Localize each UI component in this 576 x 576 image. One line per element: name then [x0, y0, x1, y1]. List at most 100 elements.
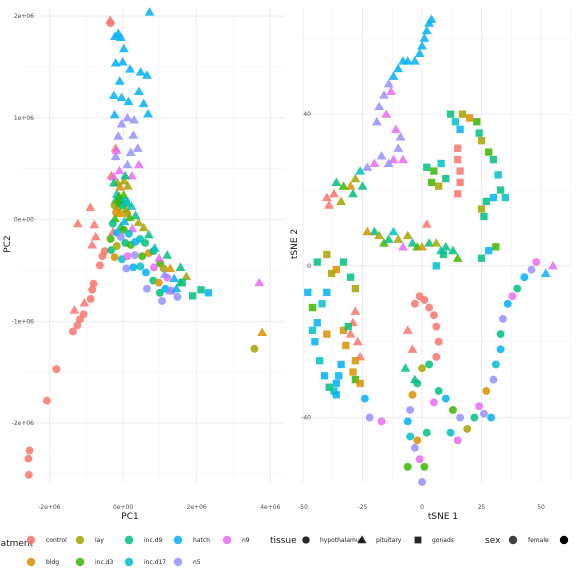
- tsne-point-bldg-hypothalamus: [408, 390, 417, 399]
- pca-point-lay-pituitary: [122, 181, 133, 190]
- tsne-point-bldg-gonads: [332, 265, 340, 274]
- tsne-point-inc.d9-hypothalamus: [513, 284, 522, 293]
- tsne-y-tick-label: 40: [303, 111, 311, 118]
- pca-point-hatch-pituitary: [133, 86, 144, 95]
- legend-key-control: [26, 535, 36, 545]
- tsne-point-control-hypothalamus: [429, 311, 438, 320]
- pca-point-inc.d17-pituitary: [149, 243, 160, 252]
- pca-point-control-hypothalamus: [24, 454, 33, 463]
- pca-point-hatch-pituitary: [117, 56, 128, 66]
- pca-point-inc.d3-hypothalamus: [138, 252, 147, 261]
- pca-point-control-hypothalamus: [86, 294, 95, 303]
- tsne-point-inc.d3-pituitary: [378, 238, 389, 247]
- legend-key-gonads: [414, 536, 422, 544]
- pca-point-inc.d9-pituitary: [108, 178, 119, 187]
- tsne-point-hatch-gonads: [332, 391, 340, 399]
- tsne-point-lay-pituitary: [336, 196, 347, 205]
- pca-point-n9-pituitary: [114, 165, 125, 175]
- pca-point-lay-hypothalamus: [250, 344, 259, 353]
- pca-point-n9-pituitary: [254, 277, 265, 287]
- pca-point-n5-pituitary: [122, 159, 133, 169]
- pca-point-bldg-pituitary: [165, 263, 176, 272]
- pca-point-hatch-pituitary: [123, 96, 134, 106]
- tsne-point-bldg-pituitary: [362, 226, 373, 236]
- pca-x-tick-label: -2e+06: [38, 504, 61, 511]
- tsne-point-control-gonads: [456, 167, 464, 175]
- legend-label-hatch: hatch: [193, 537, 210, 544]
- tsne-point-inc.d17-hypothalamus: [446, 428, 455, 437]
- tsne-point-inc.d9-gonads: [346, 273, 355, 281]
- pca-gridlines: [20, 8, 285, 482]
- pca-x-tick-label: 4e+06: [260, 504, 280, 511]
- tsne-point-n5-hypothalamus: [489, 375, 498, 384]
- tsne-point-inc.d9-gonads: [480, 212, 488, 221]
- pca-point-inc.d9-pituitary: [130, 210, 141, 220]
- tsne-point-n5-pituitary: [393, 143, 404, 152]
- tsne-point-inc.d9-pituitary: [357, 181, 368, 190]
- tsne-point-hatch-hypothalamus: [487, 413, 496, 422]
- tsne-point-bldg-gonads: [323, 330, 331, 338]
- legend-key-n5: [173, 557, 183, 567]
- tsne-point-lay-gonads: [477, 137, 486, 145]
- tsne-y-tick-label: -40: [301, 415, 311, 422]
- tsne-point-inc.d17-hypothalamus: [491, 360, 500, 369]
- tsne-point-inc.d9-pituitary: [424, 238, 435, 247]
- pca-point-lay-pituitary: [133, 217, 144, 227]
- pca-point-control-hypothalamus: [106, 19, 115, 28]
- tsne-point-lay-pituitary: [393, 234, 404, 243]
- tsne-point-inc.d9-gonads: [423, 163, 431, 171]
- tsne-point-inc.d17-gonads: [330, 387, 338, 395]
- pca-points: [24, 7, 268, 479]
- tsne-point-lay-pituitary: [350, 173, 361, 183]
- legend-key-male: [559, 535, 569, 545]
- tsne-point-control-hypothalamus: [434, 337, 443, 346]
- tsne-point-hatch-gonads: [489, 193, 498, 202]
- tsne-point-hatch-hypothalamus: [360, 394, 369, 403]
- tsne-point-n5-pituitary: [383, 78, 394, 88]
- pca-point-control-hypothalamus: [42, 396, 51, 405]
- tsne-point-inc.d9-pituitary: [448, 245, 458, 255]
- tsne-point-n9-pituitary: [388, 154, 399, 164]
- tsne-panel: -50 -25 0 25 50 40 0 -40 tSNE 1 tSNE 2: [290, 8, 572, 522]
- tsne-point-lay-pituitary: [402, 230, 413, 240]
- pca-point-n9-pituitary: [111, 145, 122, 154]
- tsne-x-axis-title: tSNE 1: [428, 512, 458, 522]
- tsne-point-inc.d17-gonads: [316, 357, 324, 365]
- tsne-point-inc.d17-pituitary: [388, 226, 399, 236]
- tsne-point-inc.d3-hypothalamus: [403, 462, 412, 471]
- legend-label-inc.d9: inc.d9: [144, 537, 162, 544]
- tsne-point-inc.d3-hypothalamus: [420, 462, 429, 471]
- tsne-point-inc.d17-gonads: [432, 262, 440, 270]
- tsne-point-inc.d9-gonads: [446, 110, 455, 118]
- tsne-point-lay-pituitary: [431, 238, 442, 247]
- tsne-point-control-gonads: [454, 156, 462, 164]
- tsne-point-hatch-pituitary: [419, 33, 430, 42]
- tsne-point-inc.d9-gonads: [496, 186, 505, 194]
- pca-point-hatch-gonads: [204, 289, 213, 297]
- tsne-point-n9-hypothalamus: [429, 398, 438, 407]
- tsne-point-inc.d9-hypothalamus: [470, 413, 479, 422]
- pca-point-control-hypothalamus: [100, 247, 109, 256]
- pca-x-axis-title: PC1: [121, 512, 138, 522]
- legend-label-inc.d3: inc.d3: [95, 559, 113, 566]
- legend-key-pituitary: [357, 535, 367, 544]
- pca-point-lay-pituitary: [119, 175, 130, 185]
- tsne-point-n5-pituitary: [371, 116, 382, 126]
- tsne-point-n5-hypothalamus: [527, 265, 536, 274]
- tsne-point-hatch-gonads: [335, 372, 343, 380]
- tsne-point-n9-hypothalamus: [508, 292, 517, 301]
- tsne-point-n5-pituitary: [378, 90, 389, 99]
- legend-label-inc.d17: inc.d17: [144, 559, 166, 566]
- tsne-point-hatch-pituitary: [421, 25, 432, 35]
- tsne-point-control-gonads: [454, 144, 462, 152]
- tsne-x-tick-label: 50: [537, 504, 545, 511]
- pca-point-inc.d9-hypothalamus: [108, 219, 117, 228]
- tsne-point-bldg-hypothalamus: [413, 436, 422, 445]
- pca-point-control-hypothalamus: [79, 310, 88, 319]
- pca-point-n5-hypothalamus: [173, 292, 182, 301]
- legend: treatment control lay inc.d9 hatch n9 bldg inc.…: [0, 535, 569, 567]
- tsne-point-inc.d3-gonads: [485, 148, 493, 156]
- tsne-point-hatch-pituitary: [402, 56, 413, 65]
- tsne-point-hatch-hypothalamus: [503, 299, 512, 308]
- tsne-point-hatch-gonads: [332, 379, 340, 388]
